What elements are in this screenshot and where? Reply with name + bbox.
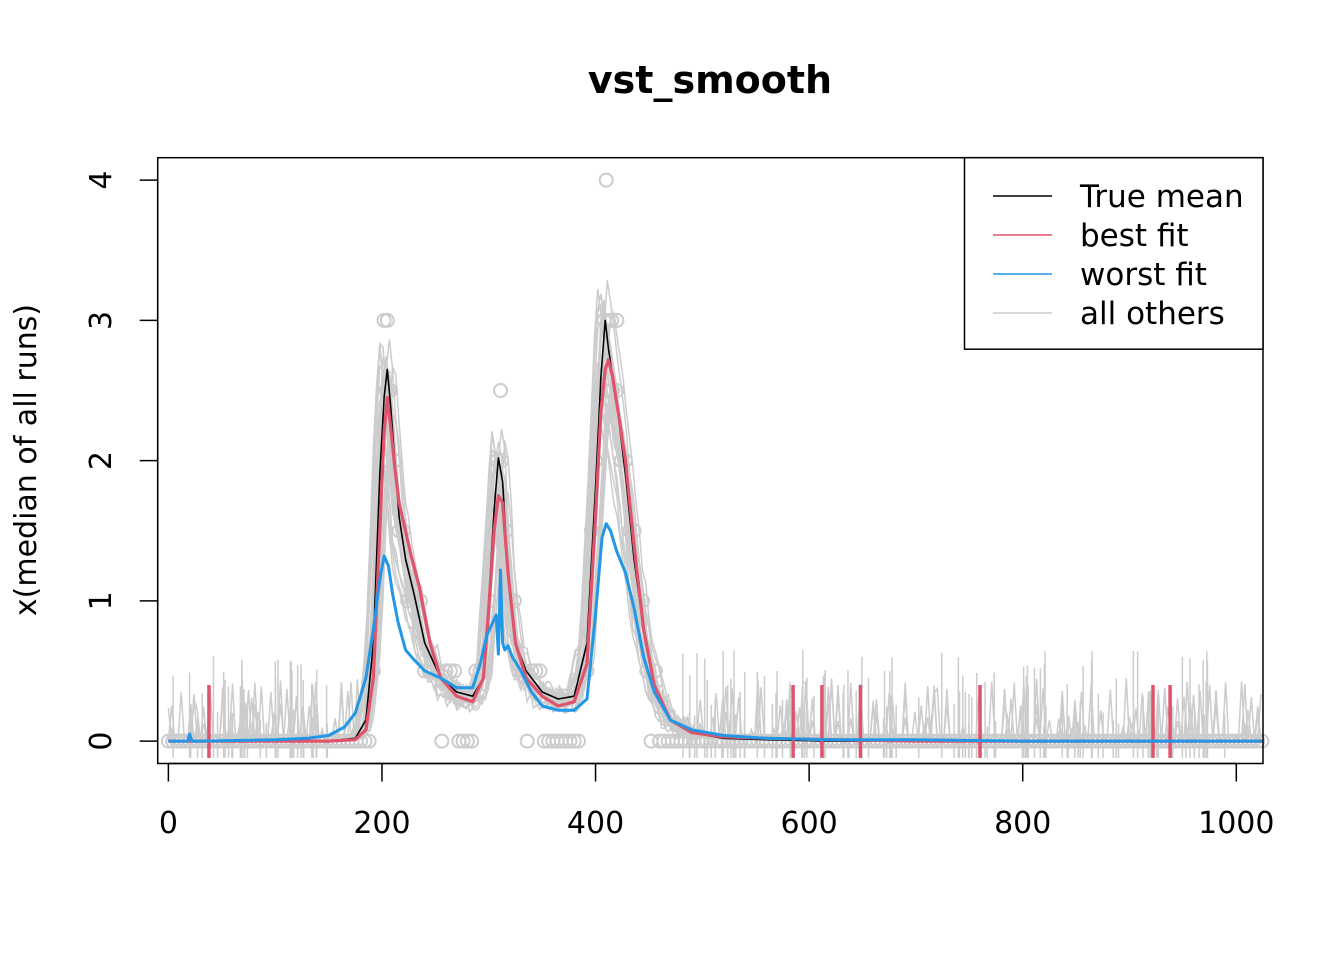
y-tick-label: 2 — [84, 451, 119, 470]
x-tick-label: 0 — [159, 806, 178, 841]
all-others-run-line — [168, 303, 1261, 742]
all-others-run-line — [168, 413, 1261, 744]
all-others-run-line — [168, 299, 1262, 742]
legend-box — [963, 156, 1264, 350]
all-others-run-line — [168, 375, 1261, 742]
all-others-run-line — [168, 394, 1261, 742]
all-others-run-line — [168, 365, 1261, 744]
all-others-run-line — [168, 408, 1261, 742]
all-others-point — [494, 453, 510, 469]
all-others-run-line — [168, 333, 1261, 742]
all-others-run-line — [168, 404, 1262, 742]
all-others-run-line — [168, 323, 1261, 742]
x-tick-label: 200 — [353, 806, 410, 841]
x-tick-label: 1000 — [1198, 806, 1274, 841]
all-others-run-line — [168, 293, 1261, 742]
all-others-point — [404, 593, 420, 609]
all-others-run-line — [168, 361, 1261, 743]
all-others-point — [571, 733, 586, 749]
x-tick-label: 800 — [994, 806, 1051, 841]
all-others-run-line — [168, 310, 1262, 743]
all-others-point — [464, 733, 480, 749]
y-axis-label: x(median of all runs) — [9, 304, 44, 616]
all-others-run-line — [168, 288, 1261, 742]
all-others-run-line — [167, 378, 1261, 742]
all-others-run-line — [168, 303, 1261, 742]
best-fit-line — [168, 358, 1263, 743]
true-mean-line — [168, 319, 1263, 742]
legend-label: True mean — [1079, 179, 1244, 215]
worst-fit-line — [168, 522, 1263, 743]
y-tick-label: 0 — [84, 732, 119, 751]
all-others-run-line — [168, 323, 1261, 742]
x-tick-label: 600 — [781, 806, 838, 841]
all-others-point — [598, 172, 614, 188]
all-others-point — [459, 733, 475, 749]
y-tick-label: 1 — [84, 591, 119, 610]
all-others-point — [609, 312, 625, 328]
all-others-point — [562, 733, 578, 749]
all-others-point — [357, 733, 373, 749]
x-tick-label: 400 — [567, 806, 624, 841]
all-others-point — [455, 733, 471, 749]
all-others-point — [506, 593, 522, 609]
all-others-run-line — [168, 393, 1261, 742]
legend-label: worst fit — [1080, 257, 1207, 293]
legend-label: all others — [1080, 296, 1225, 332]
all-others-point — [532, 663, 548, 679]
all-others-point — [613, 453, 629, 469]
chart-title: vst_smooth — [588, 58, 832, 102]
all-others-point — [442, 663, 458, 679]
axes-layer: 0 200 400 600 800 1000 0 1 2 3 4 — [84, 171, 1274, 841]
all-others-point — [528, 663, 544, 679]
all-others-run-line — [168, 299, 1261, 742]
all-others-point — [566, 733, 582, 749]
series-layer — [168, 319, 1263, 758]
all-others-point — [519, 733, 535, 749]
legend-label: best fit — [1080, 218, 1189, 254]
y-tick-label: 3 — [84, 311, 119, 330]
all-others-run-line — [167, 384, 1261, 742]
all-others-run-line — [168, 403, 1261, 742]
all-others-point — [434, 733, 450, 749]
all-others-point — [379, 312, 395, 328]
all-others-run-line — [167, 401, 1261, 742]
all-others-run-line — [168, 317, 1261, 742]
all-others-point — [622, 523, 638, 539]
all-others-point — [493, 383, 508, 398]
all-others-point — [583, 523, 599, 539]
all-others-point — [361, 733, 377, 749]
y-tick-label: 4 — [84, 171, 119, 190]
all-others-point — [447, 663, 463, 679]
all-others-point — [588, 453, 603, 469]
all-others-point — [421, 663, 437, 679]
